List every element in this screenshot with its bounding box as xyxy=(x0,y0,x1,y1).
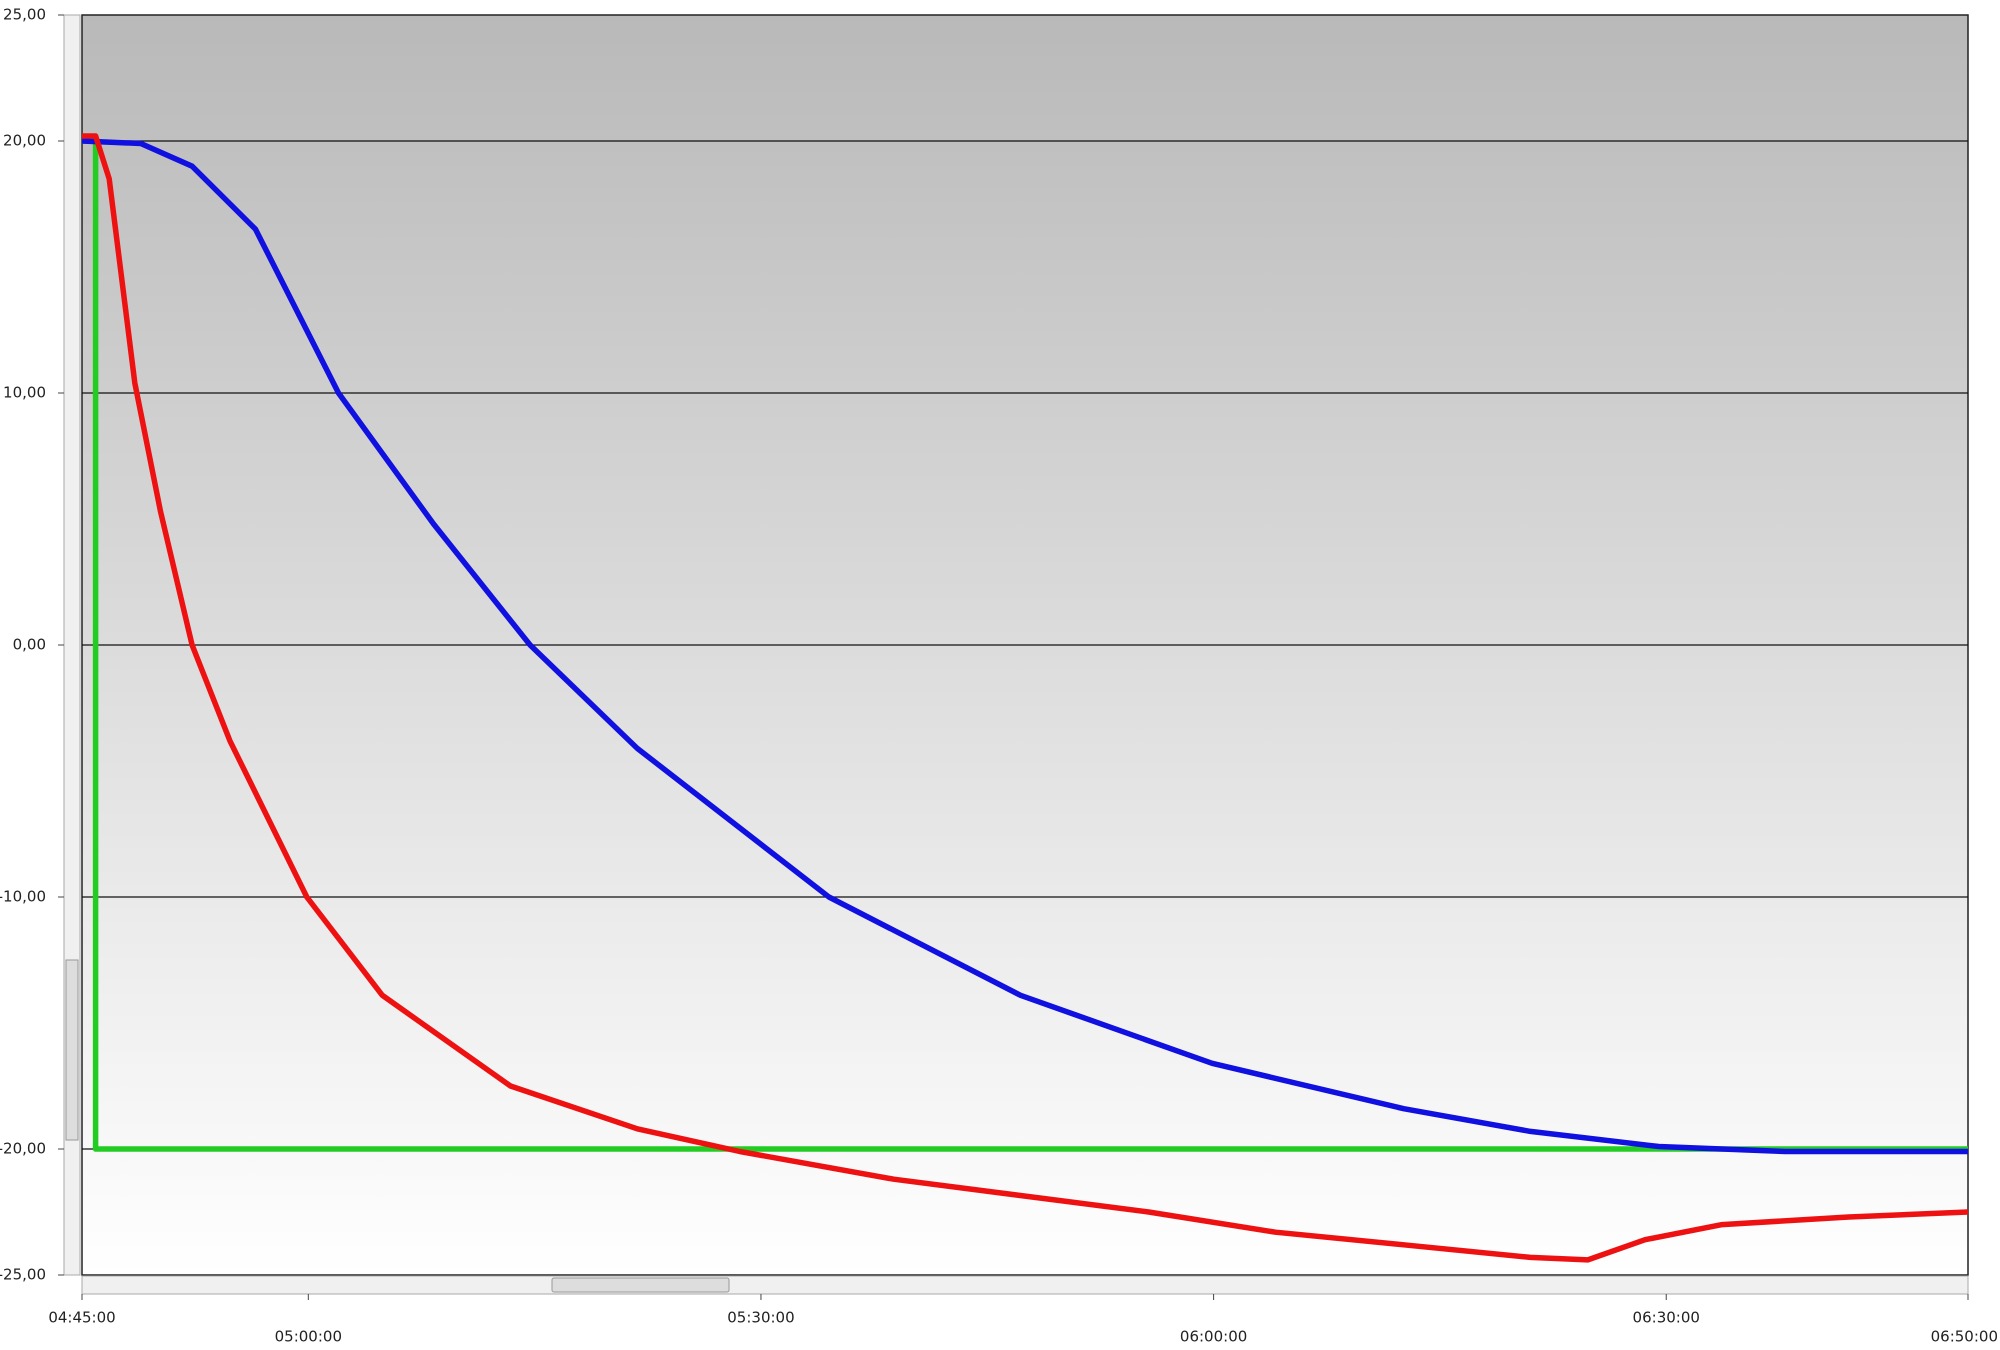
x-tick-label: 04:45:00 xyxy=(48,1309,115,1327)
y-tick-label: 20,00 xyxy=(3,132,46,150)
horizontal-scrollbar[interactable] xyxy=(81,1275,1969,1295)
x-tick-label: 05:30:00 xyxy=(727,1309,794,1327)
y-tick-label: 25,00 xyxy=(3,6,46,24)
x-tick-label: 06:50:00 xyxy=(1931,1328,1998,1346)
vertical-scroll-thumb[interactable] xyxy=(65,959,79,1141)
series-line xyxy=(82,133,1969,1263)
horizontal-scroll-thumb[interactable] xyxy=(551,1277,730,1293)
x-tick-label: 06:00:00 xyxy=(1180,1328,1247,1346)
y-tick-label: -20,00 xyxy=(0,1140,46,1158)
y-tick-label: -10,00 xyxy=(0,888,46,906)
x-tick-label: 06:30:00 xyxy=(1633,1309,1700,1327)
y-tick-label: 10,00 xyxy=(3,384,46,402)
series-line xyxy=(81,138,1968,1155)
x-tick-label: 05:00:00 xyxy=(275,1328,342,1346)
y-tick-label: 0,00 xyxy=(13,636,46,654)
y-tick-label: -25,00 xyxy=(0,1266,46,1284)
